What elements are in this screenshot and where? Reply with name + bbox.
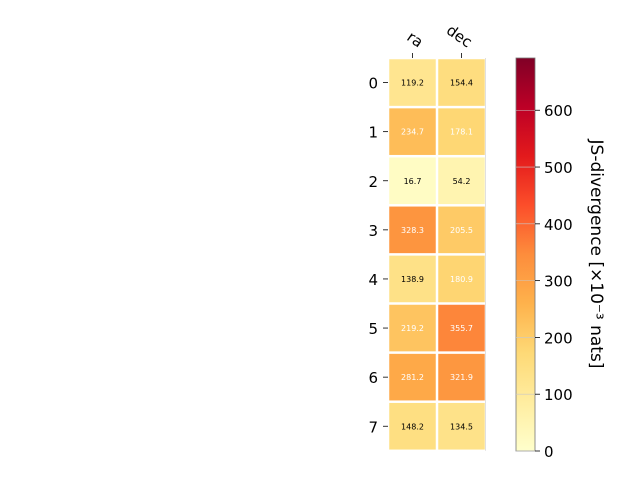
y-tick-label: 0 (368, 75, 378, 93)
cell-value-label: 16.7 (404, 177, 422, 186)
colorbar-tick-label: 300 (544, 273, 573, 291)
heatmap-cell (389, 59, 436, 106)
y-tick-label: 7 (368, 418, 378, 436)
colorbar-tick-label: 100 (544, 386, 573, 404)
y-tick-labels: 0 1 2 3 4 5 6 7 (368, 75, 388, 436)
heatmap-grid: 119.2 154.4 234.7 178.1 16.7 54.2 328.3 205.5 13… (389, 58, 486, 451)
x-tick-label: ra (404, 28, 427, 52)
cell-value-label: 234.7 (401, 128, 424, 137)
heatmap-cell (438, 108, 485, 155)
cell-value-label: 178.1 (450, 128, 473, 137)
cell-value-label: 148.2 (401, 422, 424, 431)
colorbar-tick-label: 200 (544, 329, 573, 347)
heatmap-cell (438, 402, 485, 450)
x-tick-labels: ra dec (404, 21, 476, 58)
colorbar-gradient (515, 57, 536, 452)
heatmap-cell (438, 353, 485, 401)
heatmap-cell (389, 255, 436, 303)
x-tick-label: dec (443, 21, 475, 51)
heatmap-cell (438, 255, 485, 303)
heatmap-cell (389, 206, 436, 254)
cell-value-label: 134.5 (450, 422, 473, 431)
heatmap-cell (438, 59, 485, 106)
y-tick-label: 1 (368, 124, 378, 142)
colorbar: 0 100 200 300 400 500 600 (515, 57, 573, 461)
cell-value-label: 180.9 (450, 275, 473, 284)
heatmap-cell (438, 304, 485, 352)
colorbar-label: JS-divergence [×10⁻³ nats] (586, 139, 606, 369)
colorbar-tick-label: 400 (544, 216, 573, 234)
y-tick-label: 4 (368, 271, 378, 289)
heatmap-cell (389, 353, 436, 401)
cell-value-label: 119.2 (401, 79, 424, 88)
colorbar-tick-label: 600 (544, 102, 573, 120)
cell-value-label: 281.2 (401, 373, 424, 382)
y-tick-label: 5 (368, 320, 378, 338)
cell-value-label: 205.5 (450, 226, 473, 235)
cell-value-label: 355.7 (450, 324, 473, 333)
heatmap-cell (389, 157, 436, 205)
cell-value-label: 219.2 (401, 324, 424, 333)
y-tick-label: 6 (368, 369, 378, 387)
heatmap-cell (438, 206, 485, 254)
cell-value-label: 154.4 (450, 79, 473, 88)
y-tick-label: 3 (368, 222, 378, 240)
heatmap-cell (389, 402, 436, 450)
colorbar-tick-label: 0 (544, 443, 554, 461)
colorbar-tick-label: 500 (544, 159, 573, 177)
y-tick-label: 2 (368, 173, 378, 191)
cell-value-label: 138.9 (401, 275, 424, 284)
cell-value-label: 54.2 (453, 177, 471, 186)
cell-value-label: 321.9 (450, 373, 473, 382)
heatmap-cell (438, 157, 485, 205)
heatmap-cell (389, 304, 436, 352)
heatmap-cell (389, 108, 436, 155)
cell-value-label: 328.3 (401, 226, 424, 235)
